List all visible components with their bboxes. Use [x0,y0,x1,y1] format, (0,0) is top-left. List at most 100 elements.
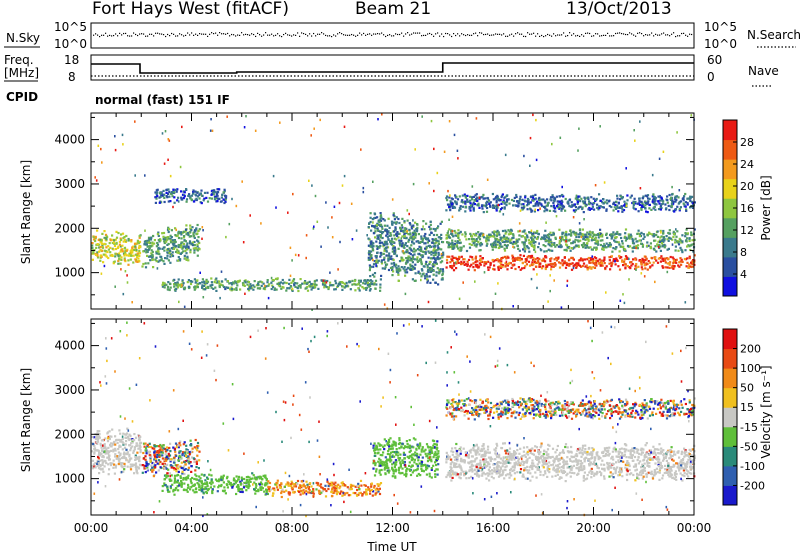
scatter-cell [476,204,479,207]
scatter-cell [484,197,487,200]
noise-point [125,32,127,35]
scatter-cell [313,127,315,130]
scatter-cell [504,229,507,232]
scatter-cell [91,467,94,470]
noise-point [687,35,689,37]
noise-point [149,33,151,35]
scatter-cell [107,473,110,476]
scatter-cell [97,238,100,242]
scatter-cell [97,462,100,465]
scatter-cell [661,257,664,261]
scatter-cell [511,257,514,260]
noise-point [669,35,671,37]
scatter-cell [196,191,199,194]
scatter-cell [615,232,618,235]
scatter-cell [402,246,405,249]
scatter-cell [341,285,343,288]
scatter-cell [685,265,688,268]
scatter-cell [117,451,120,454]
scatter-cell [403,266,406,269]
scatter-cell [128,455,131,458]
scatter-cell [193,288,196,291]
scatter-cell [628,237,631,240]
scatter-cell [353,279,357,282]
noise-point [691,33,693,36]
scatter-cell [634,264,637,267]
scatter-cell [129,258,132,261]
scatter-cell [369,255,372,258]
scatter-cell [135,469,138,472]
scatter-cell [591,232,594,235]
scatter-cell [169,255,172,258]
scatter-cell [606,202,609,205]
scatter-cell [629,196,632,199]
scatter-cell [524,248,527,251]
scatter-cell [646,241,649,244]
scatter-cell [499,243,502,246]
scatter-cell [95,440,98,443]
scatter-cell [243,284,246,287]
scatter-cell [189,248,192,251]
scatter-cell [535,237,538,240]
scatter-cell [611,236,614,239]
scatter-cell [216,188,219,191]
scatter-cell [412,219,414,222]
scatter-cell [240,476,243,479]
scatter-cell [436,267,439,270]
scatter-cell [166,463,169,466]
scatter-cell [596,242,599,245]
scatter-cell [605,242,608,245]
scatter-cell [561,207,564,210]
scatter-cell [142,442,146,445]
scatter-cell [524,200,527,203]
scatter-cell [151,470,154,473]
scatter-cell [186,450,189,453]
scatter-cell [463,263,466,266]
scatter-cell [527,203,530,206]
scatter-cell [509,240,512,243]
scatter-cell [157,459,161,462]
scatter-cell [610,263,613,266]
scatter-cell [603,246,606,249]
scatter-cell [693,254,696,257]
scatter-cell [139,446,142,449]
scatter-cell [113,463,116,466]
scatter-cell [513,259,516,262]
scatter-cell [319,118,321,122]
scatter-cell [532,235,535,238]
scatter-cell [429,270,433,273]
scatter-cell [559,136,562,139]
scatter-cell [174,188,178,191]
scatter-cell [545,263,548,266]
noise-point [245,33,247,35]
scatter-cell [154,458,157,461]
scatter-cell [486,234,489,237]
scatter-cell [440,220,443,223]
scatter-cell [405,249,408,252]
scatter-cell [201,485,204,488]
scatter-cell [172,446,175,449]
scatter-cell [426,275,429,278]
scatter-cell [424,252,427,255]
scatter-cell [393,252,396,255]
scatter-cell [496,240,500,243]
scatter-cell [106,449,109,453]
scatter-cell [391,265,394,269]
scatter-cell [474,260,477,264]
noise-point [293,34,295,36]
scatter-cell [623,258,627,261]
scatter-cell [205,278,208,281]
scatter-cell [108,430,111,433]
scatter-cell [383,249,386,252]
scatter-cell [408,256,411,259]
scatter-cell [647,200,650,203]
scatter-cell [350,202,353,205]
scatter-cell [532,256,535,260]
scatter-cell [409,236,412,240]
scatter-cell [633,129,635,132]
scatter-cell [614,236,617,239]
scatter-cell [185,224,188,227]
scatter-cell [428,251,431,254]
scatter-cell [128,453,131,456]
scatter-cell [414,234,417,237]
